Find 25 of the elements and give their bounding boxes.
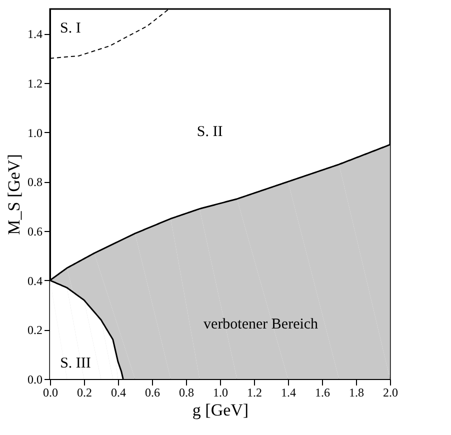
- x-tick-label: 1.2: [247, 386, 262, 400]
- x-tick-label: 0.2: [77, 386, 92, 400]
- x-tick-label: 1.6: [315, 386, 330, 400]
- y-tick-label: 0.8: [28, 175, 42, 190]
- x-tick-label: 1.0: [213, 386, 228, 400]
- x-axis-title: g [GeV]: [192, 400, 249, 420]
- y-axis-title: M_S [GeV]: [4, 154, 24, 235]
- annotation: S. II: [196, 124, 223, 140]
- x-tick-label: 0.0: [43, 386, 58, 400]
- annotation: verbotener Bereich: [204, 316, 319, 332]
- x-tick-label: 1.8: [349, 386, 364, 400]
- x-tick-label: 0.4: [111, 386, 126, 400]
- y-tick-label: 1.2: [28, 76, 42, 90]
- annotation: S. I: [60, 20, 81, 36]
- y-tick-label: 0.0: [28, 372, 42, 386]
- annotation: S. III: [60, 355, 91, 372]
- x-tick-label: 1.4: [281, 386, 296, 400]
- x-tick-label: 0.8: [179, 386, 194, 400]
- y-tick-label: 0.6: [28, 224, 42, 238]
- y-tick-label: 1.0: [28, 126, 42, 140]
- x-tick-label: 0.6: [145, 386, 160, 400]
- y-tick-label: 0.2: [28, 323, 42, 338]
- y-tick-label: 0.4: [28, 274, 42, 288]
- x-tick-label: 2.0: [383, 386, 398, 400]
- y-tick-label: 1.4: [28, 27, 42, 42]
